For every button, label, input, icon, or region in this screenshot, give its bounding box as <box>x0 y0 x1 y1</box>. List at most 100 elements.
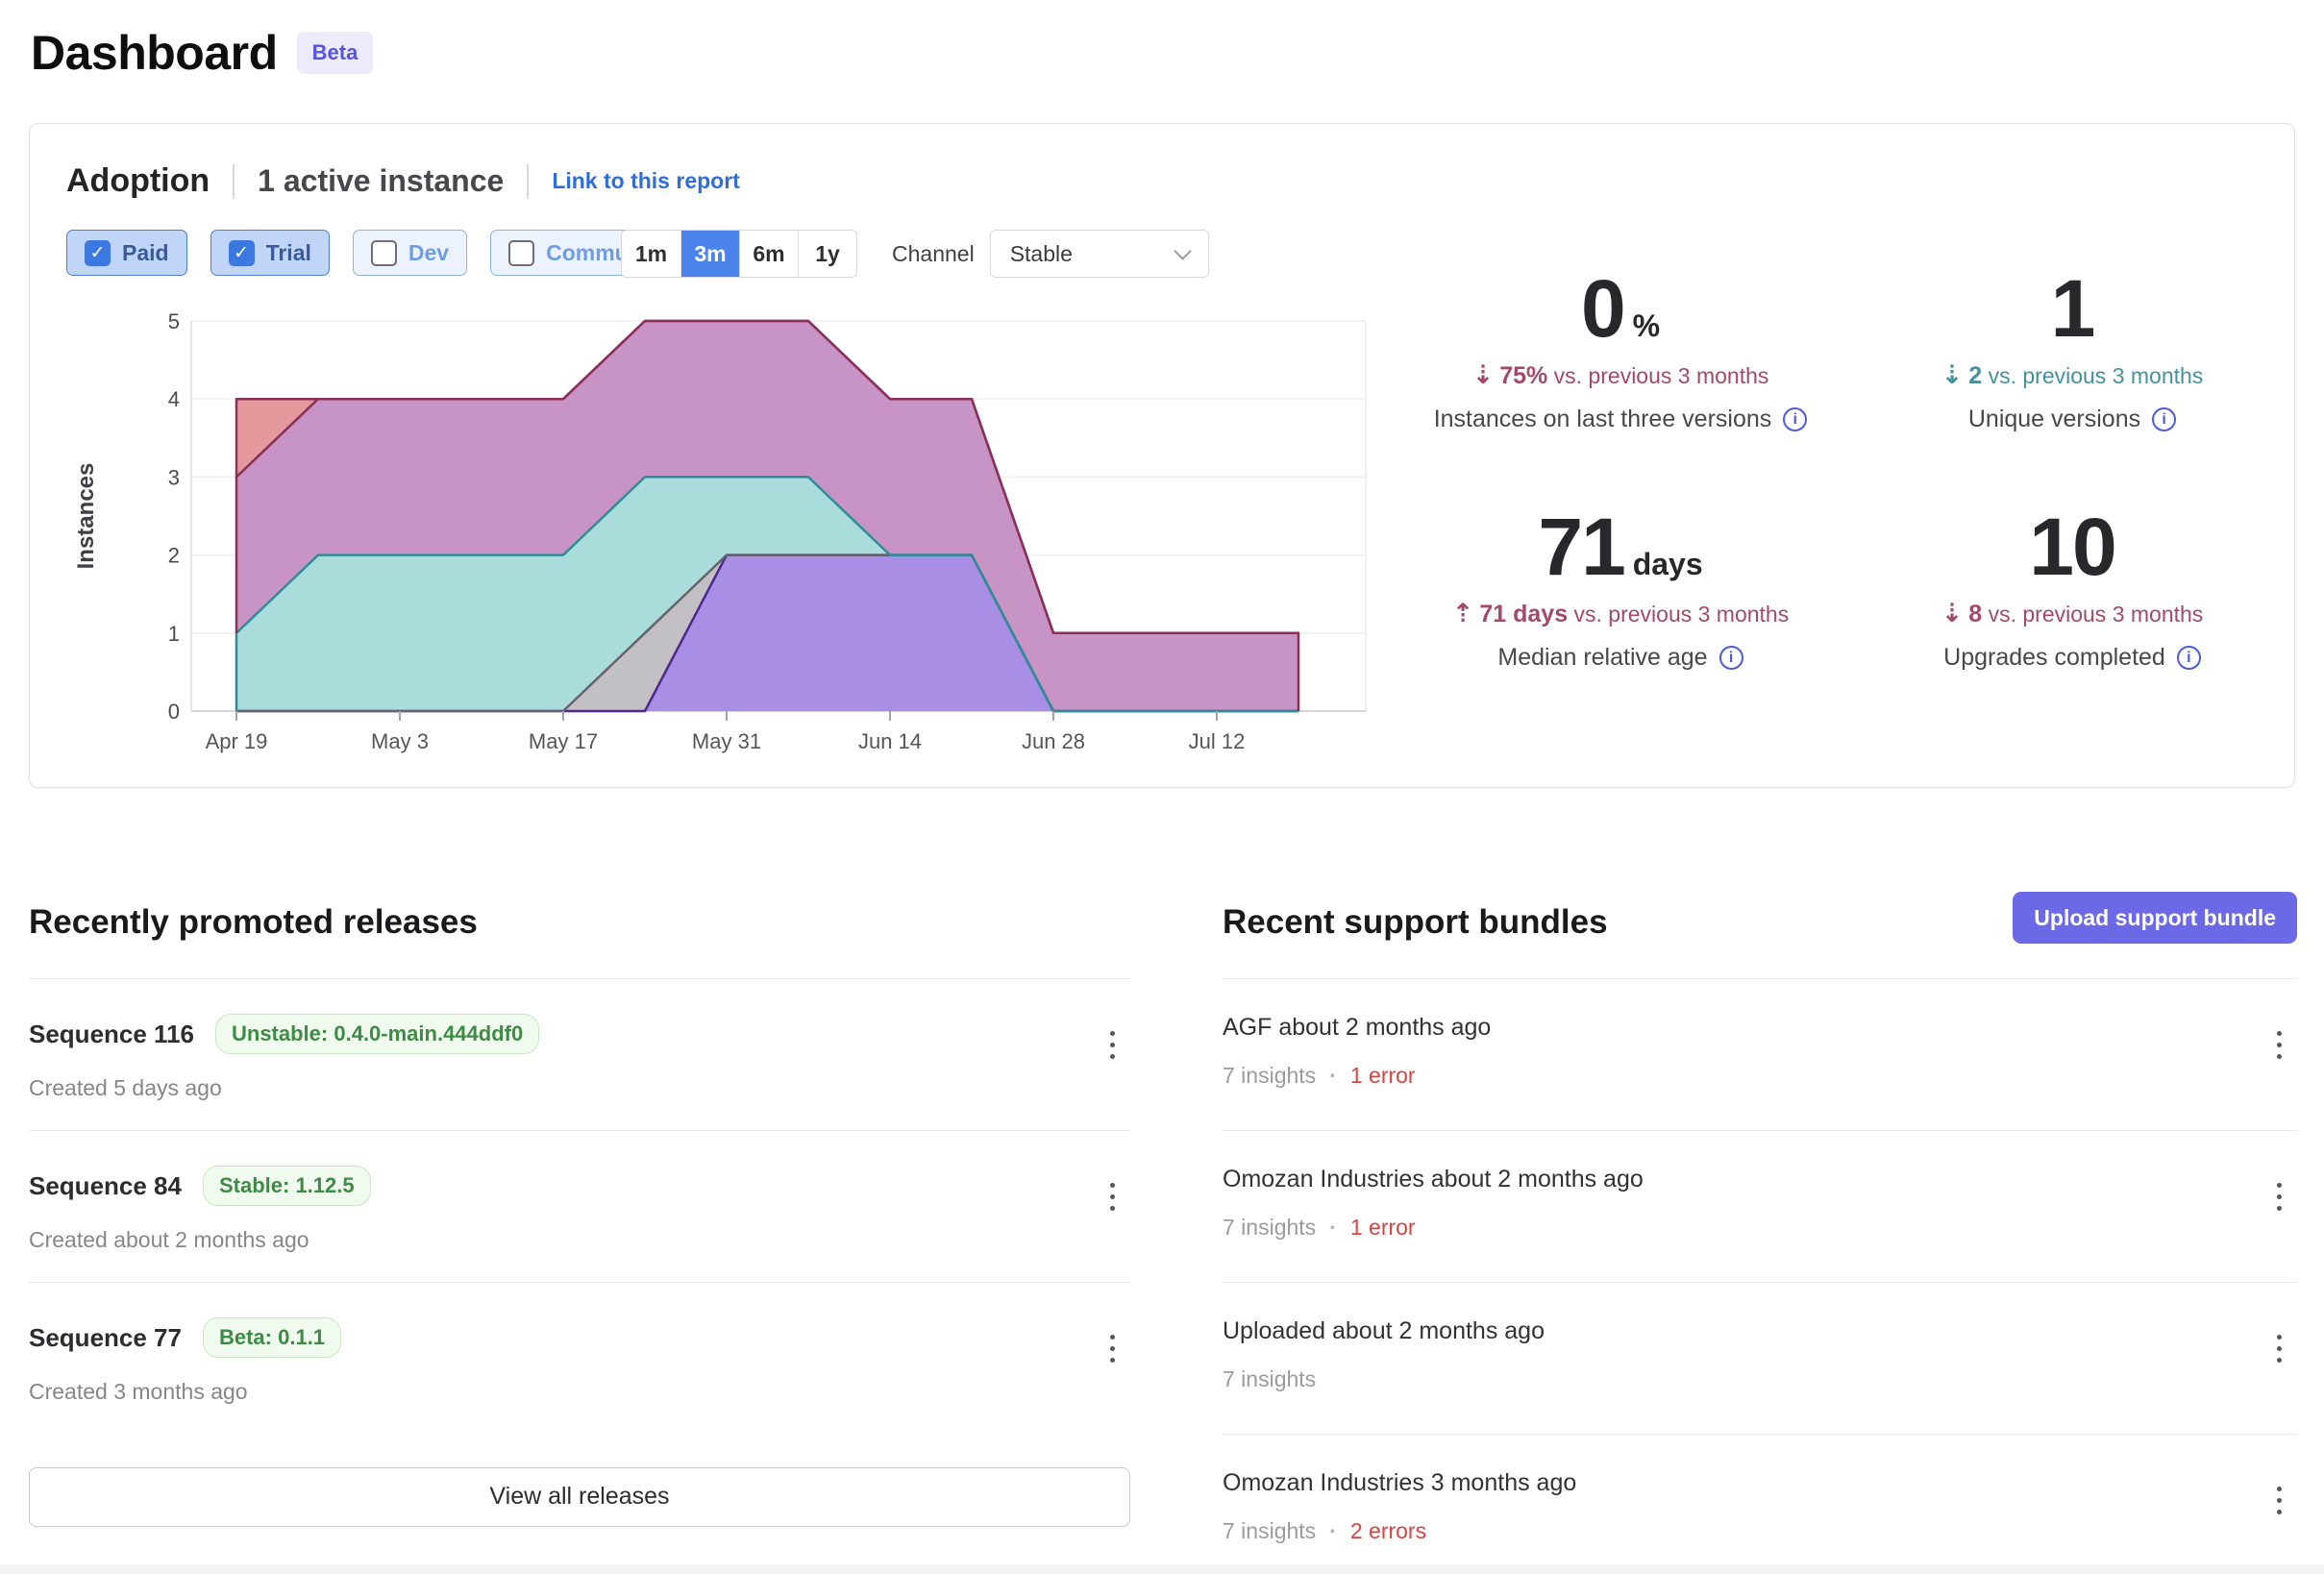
checkbox-icon[interactable] <box>508 239 535 266</box>
bundle-name: Omozan Industries about 2 months ago <box>1223 1166 1644 1193</box>
stat-delta: ⇡ 71 days vs. previous 3 months <box>1451 599 1790 628</box>
bundles-heading: Recent support bundles <box>1223 903 1608 941</box>
dot-separator: · <box>1329 1215 1337 1240</box>
checkbox-icon[interactable]: ✓ <box>85 239 111 266</box>
releases-section: Recently promoted releases Sequence 116 … <box>29 903 1130 1527</box>
release-name: Sequence 116 <box>29 1019 194 1048</box>
adoption-stats: 0 % ⇣ 75% vs. previous 3 months Instances… <box>1395 268 2298 745</box>
support-bundle-row[interactable]: AGF about 2 months ago 7 insights · 1 er… <box>1223 979 2297 1131</box>
link-to-report[interactable]: Link to this report <box>552 168 740 193</box>
support-bundle-row[interactable]: Uploaded about 2 months ago 7 insights · <box>1223 1283 2297 1435</box>
kebab-menu-icon[interactable] <box>2271 1177 2287 1217</box>
version-teal <box>236 477 1298 711</box>
svg-text:May 17: May 17 <box>529 729 598 753</box>
svg-text:5: 5 <box>168 309 180 333</box>
release-channel-badge: Unstable: 0.4.0-main.444ddf0 <box>215 1014 540 1054</box>
stat-label: Upgrades completed <box>1943 644 2165 671</box>
bundle-insights: 7 insights <box>1223 1366 1317 1391</box>
range-button-1m[interactable]: 1m <box>634 241 668 266</box>
header-divider <box>233 163 235 199</box>
release-channel-badge: Stable: 1.12.5 <box>202 1166 371 1206</box>
license-filter-dev[interactable]: Dev <box>352 230 468 276</box>
release-created: Created 5 days ago <box>29 1075 222 1100</box>
svg-text:May 31: May 31 <box>692 729 761 753</box>
info-icon[interactable]: i <box>1718 646 1743 670</box>
adoption-chart: Apr 19 May 3 May 17 May 31 Jun 14 Jun 28 Jul 1… <box>30 258 1414 789</box>
kebab-menu-icon[interactable] <box>1104 1329 1121 1368</box>
filter-label: Trial <box>265 239 311 265</box>
kebab-menu-icon[interactable] <box>2271 1025 2287 1065</box>
release-name: Sequence 77 <box>29 1322 182 1352</box>
release-row: Sequence 116 Unstable: 0.4.0-main.444ddf… <box>29 979 1130 1131</box>
info-icon[interactable]: i <box>1783 407 1808 431</box>
svg-text:Apr 19: Apr 19 <box>206 729 268 753</box>
stat-delta: ⇣ 75% vs. previous 3 months <box>1471 360 1769 390</box>
support-bundles-section: Recent support bundles Upload support bu… <box>1223 892 2297 1569</box>
svg-text:Jun 28: Jun 28 <box>1022 729 1085 753</box>
svg-text:0: 0 <box>168 700 180 724</box>
channel-select[interactable]: Stable <box>989 230 1209 278</box>
trend-arrow-icon: ⇡ <box>1451 599 1474 628</box>
kebab-menu-icon[interactable] <box>2271 1481 2287 1520</box>
stat-label: Instances on last three versions <box>1433 406 1772 432</box>
bundle-name: Uploaded about 2 months ago <box>1223 1317 1545 1344</box>
svg-text:3: 3 <box>168 465 180 489</box>
license-filter-trial[interactable]: ✓ Trial <box>210 230 330 276</box>
release-created: Created about 2 months ago <box>29 1227 309 1252</box>
version-mauve <box>236 321 1298 711</box>
bundle-name: AGF about 2 months ago <box>1223 1014 1492 1041</box>
release-list: Sequence 116 Unstable: 0.4.0-main.444ddf… <box>29 978 1130 1435</box>
kebab-menu-icon[interactable] <box>2271 1329 2287 1368</box>
dot-separator: · <box>1329 1063 1337 1088</box>
upload-support-bundle-button[interactable]: Upload support bundle <box>2013 892 2297 944</box>
bundle-list: AGF about 2 months ago 7 insights · 1 er… <box>1223 978 2297 1569</box>
stat-delta: ⇣ 2 vs. previous 3 months <box>1941 360 2204 390</box>
stat-value: 10 <box>2029 502 2116 592</box>
bundle-insights: 7 insights <box>1223 1518 1317 1543</box>
stat-delta: ⇣ 8 vs. previous 3 months <box>1941 599 2204 628</box>
page-title: Dashboard <box>31 26 278 80</box>
adoption-area-chart: Apr 19 May 3 May 17 May 31 Jun 14 Jun 28 Jul 1… <box>73 309 1367 753</box>
beta-badge: Beta <box>296 32 374 74</box>
view-all-releases-button[interactable]: View all releases <box>29 1467 1130 1527</box>
bundle-name: Omozan Industries 3 months ago <box>1223 1469 1577 1496</box>
stat-label: Median relative age <box>1497 644 1708 671</box>
release-row: Sequence 77 Beta: 0.1.1 Created 3 months… <box>29 1283 1130 1435</box>
stat-block: 0 % ⇣ 75% vs. previous 3 months Instances… <box>1395 268 1846 506</box>
kebab-menu-icon[interactable] <box>1104 1177 1121 1217</box>
checkbox-icon[interactable]: ✓ <box>228 239 255 266</box>
support-bundle-row[interactable]: Omozan Industries about 2 months ago 7 i… <box>1223 1131 2297 1283</box>
trend-arrow-icon: ⇣ <box>1941 360 1964 390</box>
trend-arrow-icon: ⇣ <box>1941 599 1964 628</box>
info-icon[interactable]: i <box>2152 407 2177 431</box>
release-channel-badge: Beta: 0.1.1 <box>202 1317 342 1358</box>
releases-heading: Recently promoted releases <box>29 903 478 941</box>
svg-text:1: 1 <box>168 622 180 646</box>
adoption-card-header: Adoption 1 active instance Link to this … <box>66 162 740 200</box>
range-button-3m[interactable]: 3m <box>680 231 739 277</box>
bundle-errors: 1 error <box>1349 1063 1416 1088</box>
bundle-insights: 7 insights <box>1223 1215 1317 1240</box>
channel-label: Channel <box>892 240 975 266</box>
stat-value: 1 <box>2050 263 2096 354</box>
range-button-1y[interactable]: 1y <box>798 231 856 277</box>
info-icon[interactable]: i <box>2176 646 2201 670</box>
bundle-insights: 7 insights <box>1223 1063 1317 1088</box>
stat-block: 10 ⇣ 8 vs. previous 3 months Upgrades com… <box>1846 506 2298 745</box>
release-name: Sequence 84 <box>29 1170 182 1200</box>
support-bundle-row[interactable]: Omozan Industries 3 months ago 7 insight… <box>1223 1435 2297 1569</box>
svg-text:May 3: May 3 <box>371 729 429 753</box>
range-button-6m[interactable]: 6m <box>739 231 798 277</box>
stat-value: 71 days <box>1538 502 1703 592</box>
active-instance-count: 1 active instance <box>258 163 505 198</box>
release-created: Created 3 months ago <box>29 1379 248 1404</box>
svg-text:Jul 12: Jul 12 <box>1189 729 1246 753</box>
kebab-menu-icon[interactable] <box>1104 1025 1121 1065</box>
license-filter-paid[interactable]: ✓ Paid <box>66 230 187 276</box>
stat-block: 1 ⇣ 2 vs. previous 3 months Unique versio… <box>1846 268 2298 506</box>
stat-label: Unique versions <box>1967 406 2141 432</box>
version-purple <box>236 554 1298 711</box>
stat-value: 0 % <box>1580 263 1661 354</box>
checkbox-icon[interactable] <box>370 239 397 266</box>
bottom-scroll-band <box>0 1564 2324 1574</box>
